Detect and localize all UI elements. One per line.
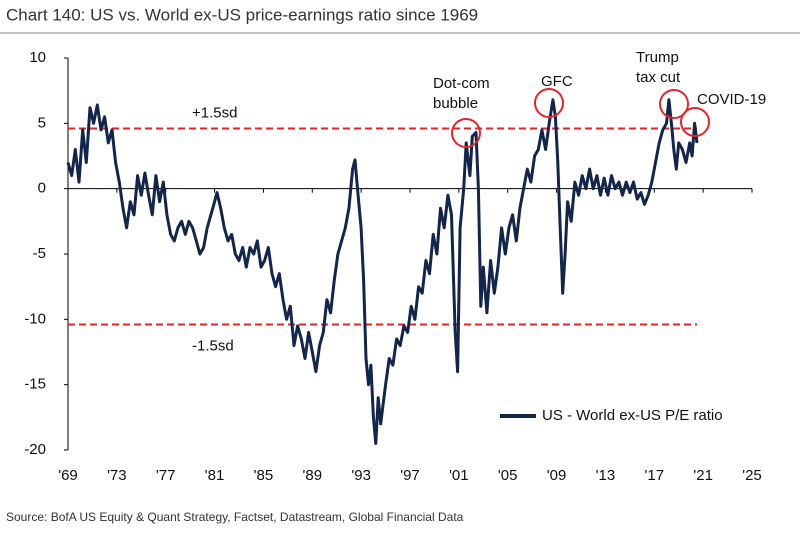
annotation-circle: [451, 118, 481, 148]
annotation: GFC: [541, 73, 573, 90]
annotation: tax cut: [636, 69, 681, 86]
chart-title: Chart 140: US vs. World ex-US price-earn…: [6, 5, 478, 24]
x-tick-label: '89: [303, 467, 323, 484]
reference-label: -1.5sd: [192, 338, 234, 355]
y-tick-label: -20: [24, 441, 46, 458]
annotation: COVID-19: [697, 91, 766, 108]
annotation: Dot-com: [433, 75, 490, 92]
y-tick-label: 5: [38, 114, 46, 131]
x-tick-label: '09: [547, 467, 567, 484]
annotation: Trump: [636, 49, 679, 66]
x-tick-label: '25: [742, 467, 762, 484]
x-tick-label: '97: [400, 467, 420, 484]
x-tick-label: '73: [107, 467, 127, 484]
annotation-circle: [534, 88, 564, 118]
y-tick-label: 10: [29, 49, 46, 66]
legend-label: US - World ex-US P/E ratio: [542, 407, 723, 424]
y-tick-label: 0: [38, 180, 46, 197]
source: Source: BofA US Equity & Quant Strategy,…: [6, 510, 464, 524]
annotation: bubble: [433, 95, 478, 112]
x-tick-label: '13: [596, 467, 616, 484]
x-tick-label: '93: [351, 467, 371, 484]
reference-label: +1.5sd: [192, 105, 237, 122]
x-tick-label: '21: [693, 467, 713, 484]
annotation-circle: [680, 107, 710, 137]
annotation-circle: [659, 89, 689, 119]
x-tick-label: '81: [205, 467, 225, 484]
x-tick-label: '69: [58, 467, 78, 484]
x-tick-label: '17: [645, 467, 665, 484]
x-tick-label: '01: [449, 467, 469, 484]
data-line: [66, 98, 699, 445]
y-tick-label: -15: [24, 376, 46, 393]
x-tick-label: '85: [254, 467, 274, 484]
x-tick-label: '77: [156, 467, 176, 484]
y-tick-label: -5: [33, 245, 46, 262]
x-tick-label: '05: [498, 467, 518, 484]
y-tick-label: -10: [24, 310, 46, 327]
